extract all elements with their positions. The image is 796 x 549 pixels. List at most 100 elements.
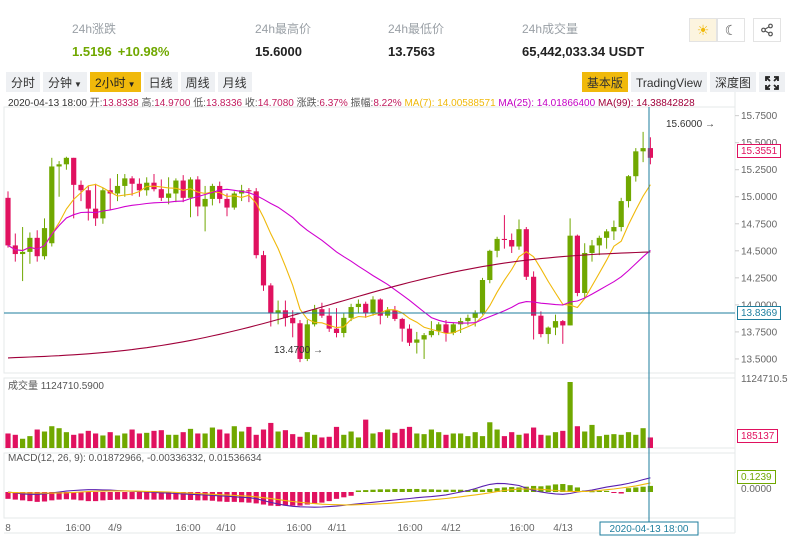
volume-bar bbox=[85, 430, 91, 448]
y-tick-label: 15.5000 bbox=[741, 138, 778, 149]
candle-body bbox=[523, 229, 529, 277]
candle-body bbox=[253, 191, 259, 256]
candle-body bbox=[596, 237, 602, 246]
candle-body bbox=[275, 310, 281, 314]
tab-label: 日线 bbox=[148, 76, 173, 90]
macd-hist-bar bbox=[63, 492, 69, 500]
macd-hist-bar bbox=[406, 488, 413, 492]
volume-bar bbox=[399, 428, 405, 448]
volume-bar bbox=[611, 434, 617, 448]
kline-chart[interactable]: 2020-04-13 18:00 15.750015.500015.250015… bbox=[0, 92, 796, 549]
volume-bar bbox=[114, 435, 121, 448]
macd-hist-bar bbox=[443, 489, 449, 492]
candle-body bbox=[604, 231, 610, 238]
chart-background bbox=[0, 92, 796, 549]
volume-bar bbox=[319, 437, 325, 448]
view-tab-basic[interactable]: 基本版 bbox=[581, 72, 628, 94]
macd-hist-bar bbox=[100, 492, 106, 501]
macd-hist-bar bbox=[71, 492, 77, 500]
candle-body bbox=[71, 157, 77, 185]
high-label: 高: bbox=[141, 98, 155, 109]
x-tick-label: 16:00 bbox=[286, 523, 311, 534]
volume-bar bbox=[545, 435, 551, 448]
interval-tab-month[interactable]: 月线 bbox=[217, 72, 252, 94]
macd-hist-bar bbox=[282, 492, 288, 506]
min-price-label: 13.4700 bbox=[274, 345, 311, 356]
fullscreen-icon[interactable] bbox=[759, 72, 785, 94]
macd-hist-bar bbox=[472, 489, 478, 492]
volume-bar bbox=[443, 434, 449, 448]
y-tick-label: 15.7500 bbox=[741, 111, 778, 122]
candle-body bbox=[509, 240, 515, 247]
candle-body bbox=[202, 198, 208, 207]
macd-hist-bar bbox=[166, 492, 172, 500]
macd-hist-bar bbox=[209, 492, 215, 501]
macd-hist-bar bbox=[647, 485, 653, 492]
volume-bar bbox=[618, 434, 624, 448]
moon-icon[interactable]: ☾ bbox=[717, 18, 745, 42]
volume-bar bbox=[27, 436, 33, 448]
candle-body bbox=[78, 184, 84, 191]
macd-hist-bar bbox=[202, 492, 208, 501]
candle-body bbox=[282, 310, 288, 318]
volume-bar bbox=[647, 437, 653, 448]
volume-bar bbox=[71, 434, 77, 448]
interval-tab-day[interactable]: 日线 bbox=[143, 72, 178, 94]
tab-label: 月线 bbox=[222, 76, 247, 90]
open-value: 13.8338 bbox=[102, 98, 139, 109]
change-value: 6.37% bbox=[319, 98, 348, 109]
interval-tab-2h[interactable]: 2小时 ▼ bbox=[89, 72, 141, 94]
candle-body bbox=[260, 255, 267, 286]
view-tab-depth[interactable]: 深度图 bbox=[709, 72, 756, 94]
interval-tab-week[interactable]: 周线 bbox=[180, 72, 215, 94]
candle-body bbox=[428, 330, 434, 336]
crosshair-price-tag: 13.8369 bbox=[737, 306, 782, 320]
volume-bar bbox=[531, 427, 537, 448]
volume-bar bbox=[567, 382, 573, 448]
x-tick-label: 8 bbox=[5, 523, 11, 534]
arrow-right-icon: → bbox=[312, 345, 323, 356]
axis-labels: 15.7500 15.5000 15.2500 15.0000 14.7500 14.50… bbox=[5, 111, 788, 534]
volume-bar bbox=[582, 431, 588, 448]
macd-hist-bar bbox=[428, 489, 434, 492]
volume-bar bbox=[12, 434, 18, 448]
volume-bar bbox=[195, 433, 201, 448]
view-tab-tradingview[interactable]: TradingView bbox=[630, 72, 707, 94]
candle-body bbox=[589, 245, 595, 253]
volume-bar bbox=[107, 432, 113, 448]
volume-bar bbox=[625, 432, 632, 448]
share-icon[interactable] bbox=[753, 18, 781, 42]
interval-tab-minute[interactable]: 分钟 ▼ bbox=[43, 72, 87, 94]
volume-bar bbox=[436, 432, 442, 448]
candle-body bbox=[472, 312, 478, 318]
macd-hist-bar bbox=[640, 486, 646, 492]
volume-bar bbox=[187, 428, 194, 448]
macd-hist-bar bbox=[333, 492, 340, 499]
x-tick-label: 4/11 bbox=[328, 523, 347, 534]
change-label: 涨跌: bbox=[296, 98, 320, 109]
volume-bar bbox=[166, 434, 172, 448]
candle-body bbox=[93, 208, 99, 219]
volume-bar bbox=[202, 433, 208, 448]
candle-body bbox=[158, 189, 164, 198]
volume-bar bbox=[377, 432, 383, 448]
volume-bar bbox=[224, 433, 230, 448]
candle-body bbox=[494, 238, 500, 251]
macd-hist-bar bbox=[487, 488, 493, 492]
candle-body bbox=[348, 307, 354, 318]
header-icon-group: ☀ ☾ bbox=[689, 18, 781, 42]
candle-body bbox=[136, 183, 142, 191]
macd-hist-bar bbox=[450, 489, 456, 492]
ma25-line bbox=[7, 188, 651, 324]
candle-body bbox=[363, 303, 369, 314]
volume-bar bbox=[633, 434, 639, 448]
volume-bar bbox=[304, 432, 310, 448]
sun-icon[interactable]: ☀ bbox=[689, 18, 717, 42]
candle-body bbox=[49, 166, 55, 244]
interval-tab-timeline[interactable]: 分时 bbox=[6, 72, 41, 94]
macd-hist-bar bbox=[5, 492, 11, 499]
candle-body bbox=[611, 227, 617, 232]
macd-hist-bar bbox=[93, 492, 99, 502]
candle-body bbox=[180, 180, 186, 198]
volume-bar bbox=[538, 434, 544, 448]
